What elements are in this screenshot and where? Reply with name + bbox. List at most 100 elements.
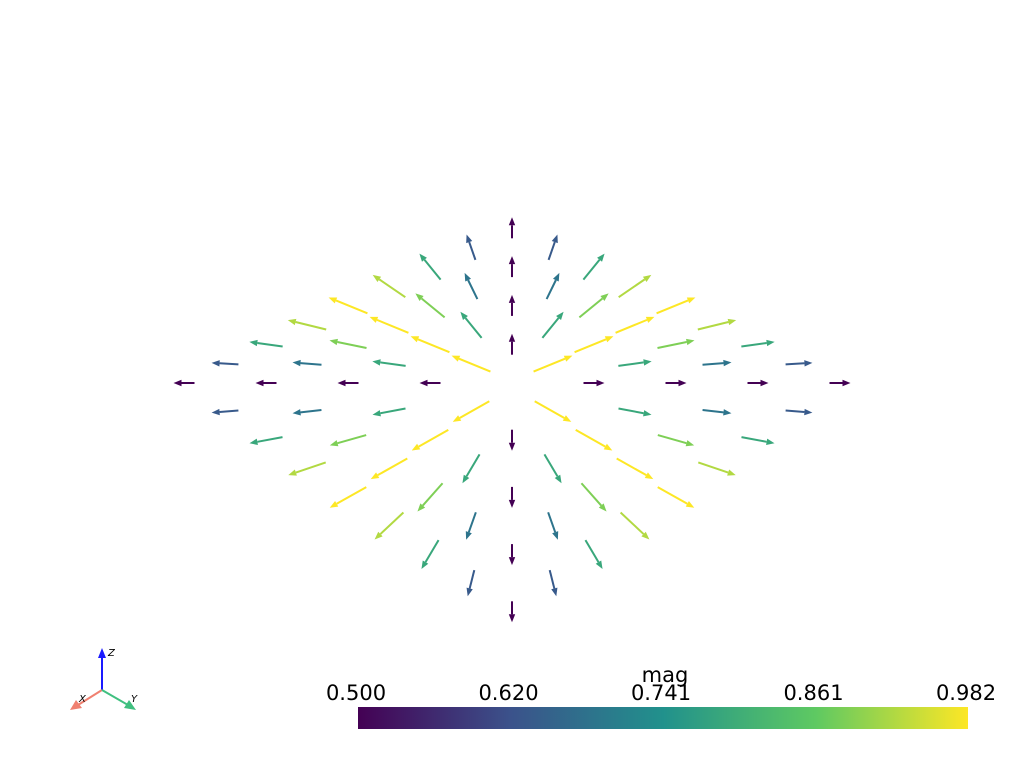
- arrow-shaft: [418, 429, 449, 448]
- arrow-shaft: [741, 436, 767, 443]
- axes-widget: Z X Y: [70, 648, 138, 710]
- z-label: Z: [107, 648, 116, 659]
- arrow-head: [645, 316, 655, 323]
- colorbar-tick-label: 0.741: [631, 681, 691, 705]
- arrow-head: [556, 311, 564, 320]
- arrow-shaft: [424, 539, 440, 563]
- arrow-head: [288, 469, 297, 476]
- arrow-head: [417, 503, 426, 512]
- arrow-head: [374, 531, 383, 540]
- arrow-shaft: [257, 436, 283, 443]
- arrow-head: [329, 440, 339, 447]
- y-axis: [101, 689, 129, 706]
- arrow-shaft: [379, 511, 405, 535]
- arrow-shaft: [295, 461, 327, 474]
- arrow-head: [328, 297, 338, 304]
- arrow-shaft: [615, 318, 648, 334]
- arrow-shaft: [468, 569, 476, 589]
- z-arrowhead: [98, 648, 106, 658]
- arrow-shaft: [380, 407, 406, 415]
- vector-glyphs: [173, 217, 851, 623]
- colorbar-ticks: 0.500 0.620 0.741 0.861 0.982: [326, 681, 996, 705]
- arrow-head: [173, 379, 182, 387]
- arrow-head: [410, 336, 420, 343]
- arrow-shaft: [467, 511, 477, 533]
- arrow-head: [249, 438, 258, 445]
- arrow-head: [249, 339, 258, 347]
- arrow-shaft: [619, 511, 645, 535]
- arrow-shaft: [657, 434, 687, 445]
- arrow-head: [552, 272, 560, 282]
- arrow-head: [603, 443, 613, 451]
- arrow-shaft: [575, 429, 606, 448]
- arrow-head: [460, 311, 468, 320]
- arrow-head: [595, 560, 603, 570]
- arrow-shaft: [380, 361, 406, 367]
- arrow-shaft: [468, 241, 477, 261]
- arrow-shaft: [697, 461, 729, 474]
- arrow-head: [372, 410, 381, 417]
- arrow-shaft: [423, 259, 442, 281]
- arrow-shaft: [376, 318, 409, 334]
- arrow-shaft: [464, 317, 483, 339]
- arrow-head: [760, 379, 769, 387]
- arrow-shaft: [574, 338, 607, 354]
- arrow-head: [766, 438, 775, 445]
- arrow-shaft: [335, 299, 368, 315]
- arrow-head: [766, 339, 775, 347]
- arrow-shaft: [543, 453, 559, 477]
- colorbar-title: mag: [642, 663, 689, 687]
- arrow-head: [419, 379, 428, 387]
- arrow-shaft: [465, 453, 481, 477]
- arrow-head: [641, 531, 650, 540]
- arrow-head: [804, 408, 813, 416]
- arrow-head: [551, 234, 558, 244]
- arrow-head: [466, 587, 473, 597]
- x-axis: [77, 689, 103, 706]
- arrow-head: [508, 499, 516, 508]
- arrow-shaft: [300, 408, 322, 414]
- arrow-shaft: [741, 342, 767, 348]
- arrow-head: [411, 443, 421, 451]
- arrow-head: [370, 472, 380, 480]
- arrow-shaft: [541, 317, 560, 339]
- arrow-head: [372, 359, 381, 366]
- arrow-shaft: [377, 457, 408, 477]
- arrow-head: [727, 469, 736, 476]
- arrow-head: [211, 360, 220, 367]
- arrow-head: [287, 318, 297, 326]
- arrow-head: [598, 503, 607, 512]
- arrow-shaft: [697, 321, 729, 331]
- arrow-head: [508, 294, 516, 303]
- arrow-head: [451, 355, 461, 362]
- arrow-head: [508, 256, 516, 265]
- arrow-shaft: [458, 357, 491, 373]
- arrow-shaft: [378, 278, 406, 298]
- arrow-head: [604, 336, 614, 343]
- arrow-shaft: [584, 539, 600, 563]
- arrow-shaft: [618, 407, 644, 415]
- arrow-head: [723, 409, 732, 416]
- arrow-head: [643, 359, 652, 366]
- arrow-head: [644, 472, 654, 480]
- arrow-head: [552, 531, 559, 540]
- arrow-shaft: [618, 361, 644, 367]
- arrow-head: [337, 379, 346, 387]
- arrow-head: [255, 379, 264, 387]
- arrow-shaft: [578, 297, 604, 319]
- colorbar-tick-label: 0.982: [936, 681, 996, 705]
- x-arrowhead: [70, 700, 82, 710]
- arrow-shaft: [580, 482, 602, 507]
- arrow-head: [727, 318, 737, 326]
- arrow-shaft: [702, 408, 724, 414]
- arrow-head: [329, 338, 338, 346]
- arrow-shaft: [420, 297, 446, 319]
- arrow-shaft: [547, 511, 557, 533]
- arrow-head: [678, 379, 687, 387]
- arrow-head: [562, 415, 572, 422]
- arrow-head: [372, 274, 382, 283]
- y-arrowhead: [124, 700, 136, 710]
- arrow-shaft: [618, 278, 646, 298]
- arrow-shaft: [219, 362, 239, 366]
